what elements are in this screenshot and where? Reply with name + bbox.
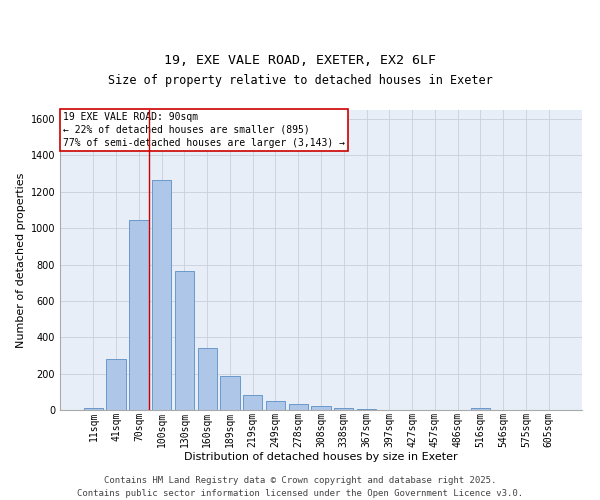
Bar <box>106 359 126 410</box>
Bar <box>84 408 103 410</box>
Text: 19, EXE VALE ROAD, EXETER, EX2 6LF: 19, EXE VALE ROAD, EXETER, EX2 6LF <box>164 54 436 68</box>
X-axis label: Distribution of detached houses by size in Exeter: Distribution of detached houses by size … <box>184 452 458 462</box>
Y-axis label: Number of detached properties: Number of detached properties <box>16 172 26 348</box>
Bar <box>311 406 331 410</box>
Text: Size of property relative to detached houses in Exeter: Size of property relative to detached ho… <box>107 74 493 88</box>
Bar <box>334 408 353 410</box>
Bar <box>266 402 285 410</box>
Bar <box>357 409 376 410</box>
Bar <box>129 220 149 410</box>
Bar <box>470 408 490 410</box>
Bar <box>220 376 239 410</box>
Text: Contains HM Land Registry data © Crown copyright and database right 2025.
Contai: Contains HM Land Registry data © Crown c… <box>77 476 523 498</box>
Bar <box>289 404 308 410</box>
Bar <box>175 271 194 410</box>
Bar <box>243 396 262 410</box>
Bar <box>197 348 217 410</box>
Bar <box>152 180 172 410</box>
Text: 19 EXE VALE ROAD: 90sqm
← 22% of detached houses are smaller (895)
77% of semi-d: 19 EXE VALE ROAD: 90sqm ← 22% of detache… <box>62 112 344 148</box>
